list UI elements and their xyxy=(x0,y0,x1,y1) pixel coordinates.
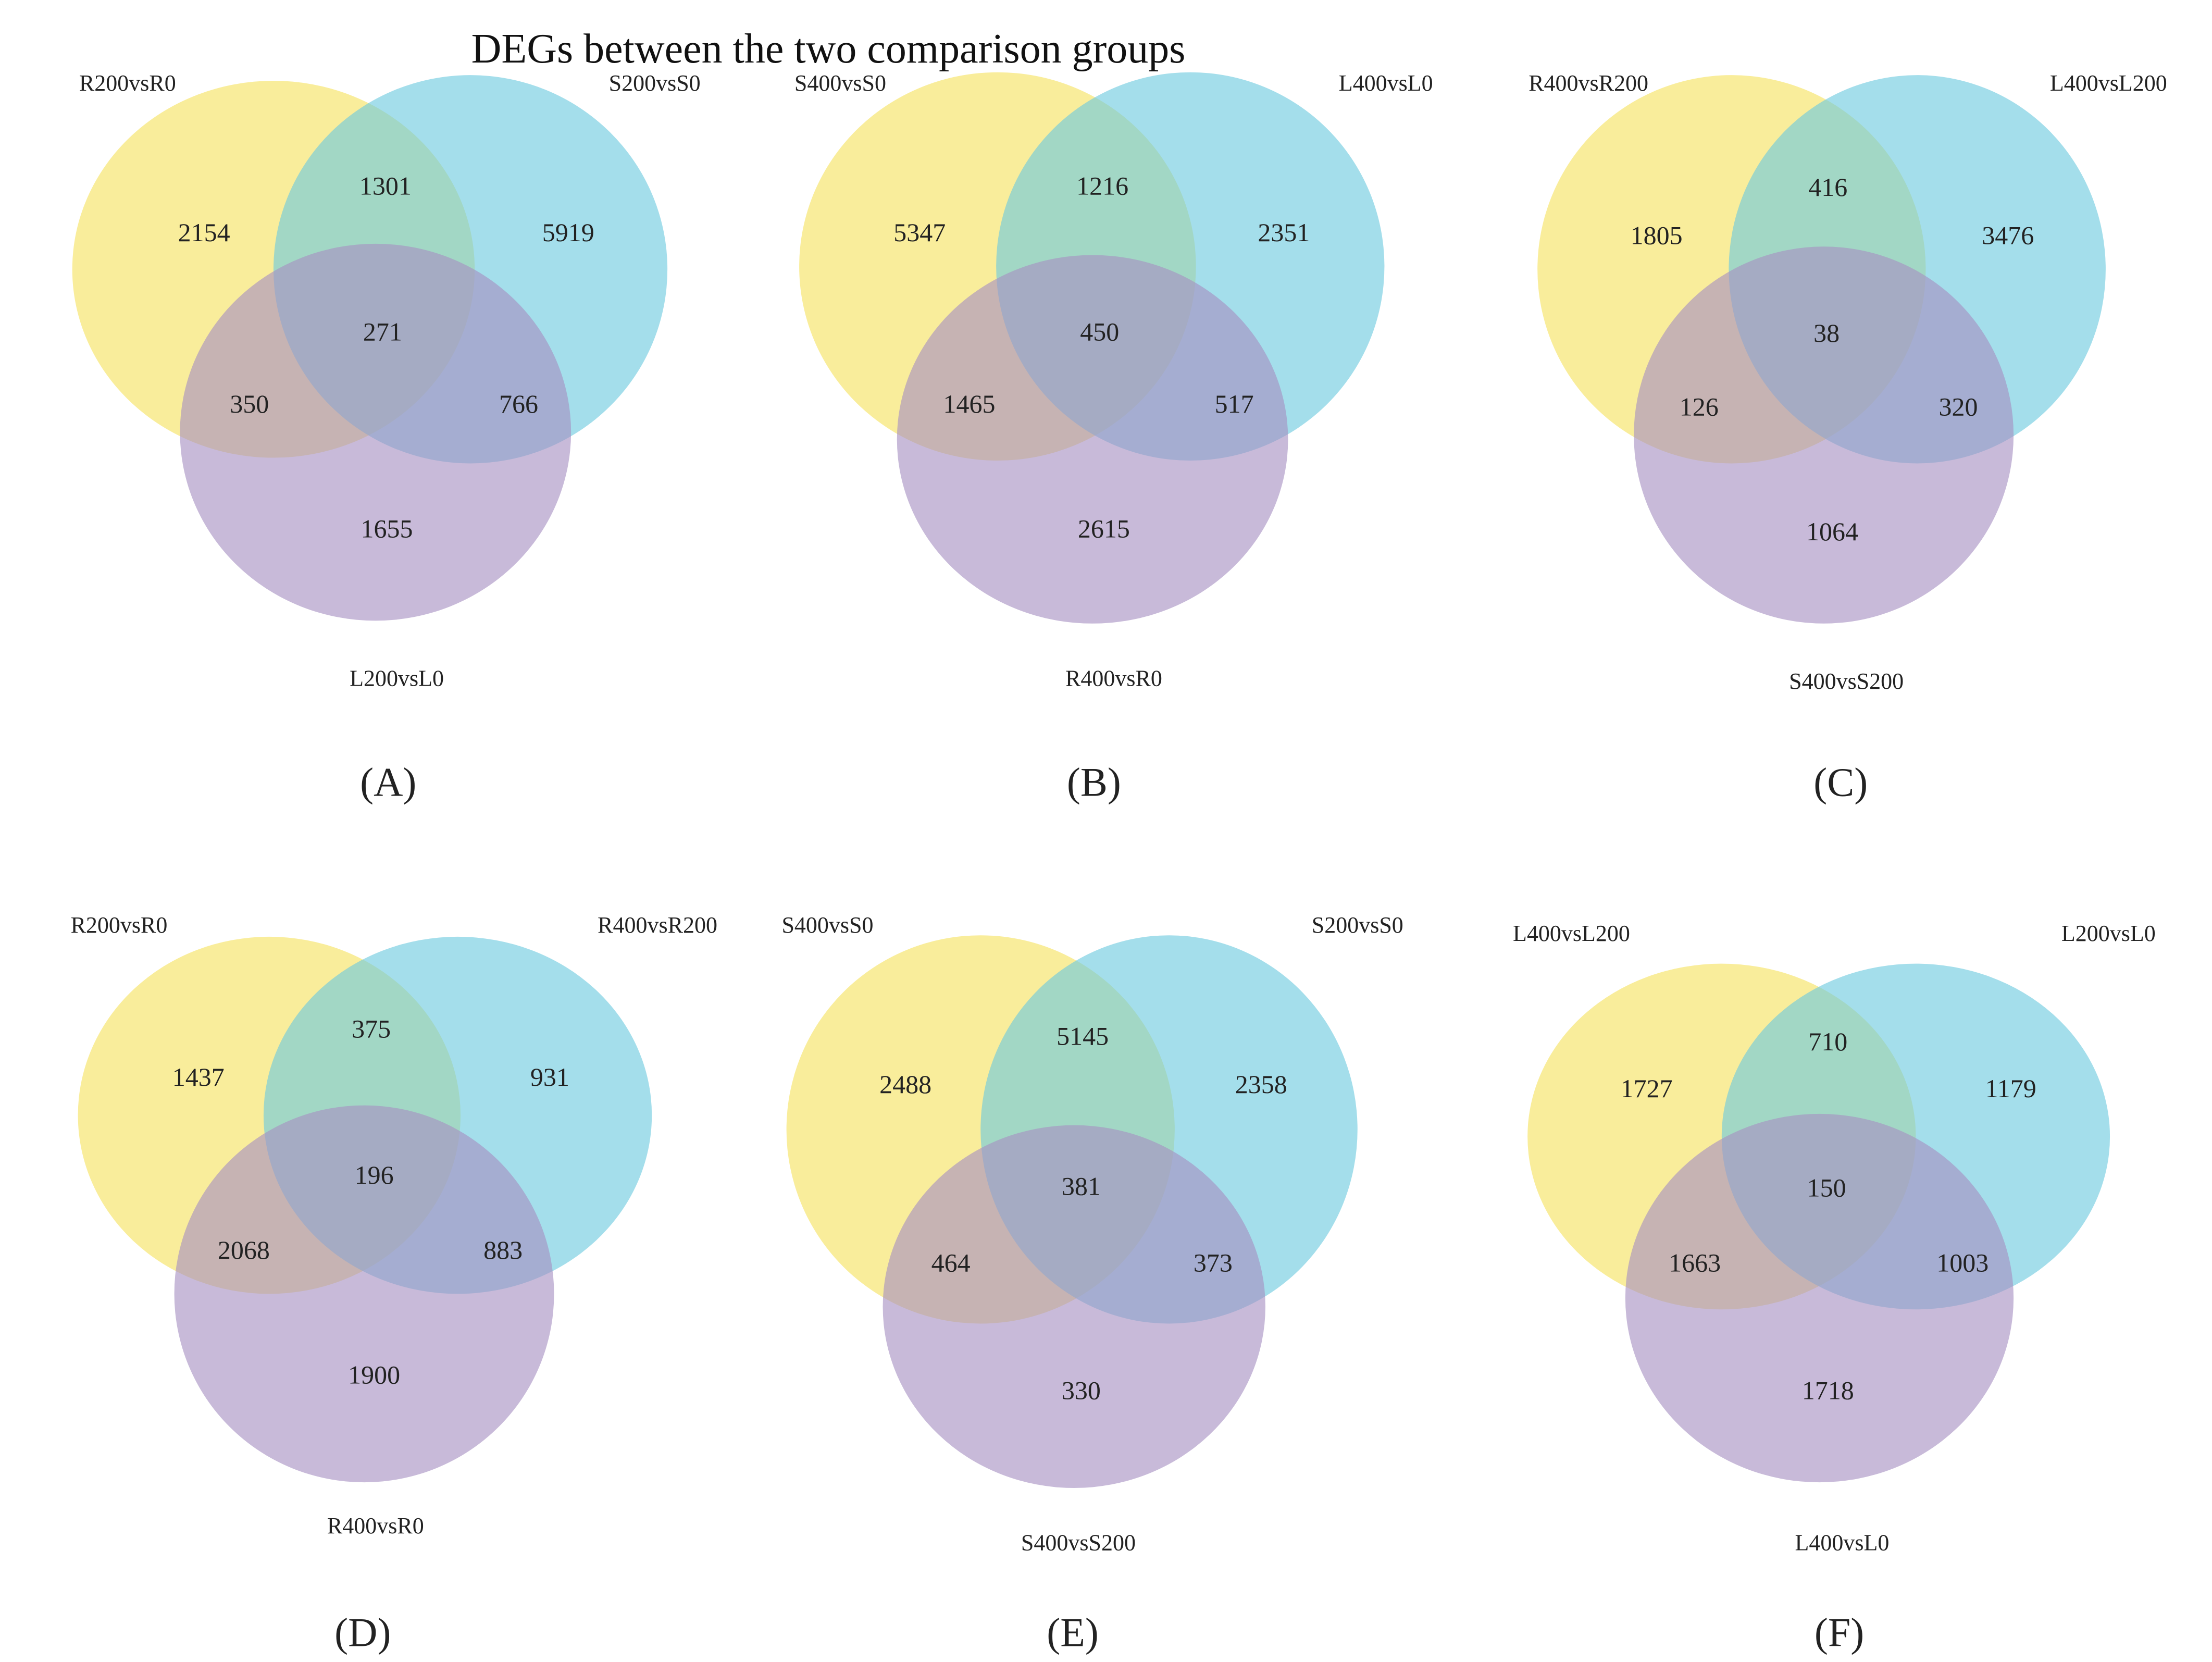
venn-count-s23: 766 xyxy=(499,389,538,418)
venn-set-1-label: R400vsR200 xyxy=(1528,70,1648,96)
venn-count-s123: 150 xyxy=(1807,1173,1846,1202)
venn-set-3-label: S400vsS200 xyxy=(1789,668,1904,694)
venn-count-s13: 464 xyxy=(931,1248,971,1277)
venn-count-s23: 883 xyxy=(483,1235,523,1264)
panel-label: (E) xyxy=(1047,1609,1099,1655)
venn-count-s13: 1663 xyxy=(1669,1248,1721,1277)
venn-count-s123: 38 xyxy=(1813,318,1840,348)
venn-set-1-label: R200vsR0 xyxy=(71,912,168,938)
venn-set-2-label: L200vsL0 xyxy=(2061,921,2156,946)
venn-panel-f: L400vsL200 L200vsL0 L400vsL0 1727 710 1179 150… xyxy=(1513,921,2156,1655)
venn-set-1-label: R200vsR0 xyxy=(79,70,176,96)
venn-count-only1: 5347 xyxy=(893,218,946,247)
venn-set-1-label: L400vsL200 xyxy=(1513,921,1630,946)
venn-count-s13: 1465 xyxy=(943,389,995,418)
venn-count-s12: 1216 xyxy=(1076,171,1128,200)
venn-count-only2: 2358 xyxy=(1235,1070,1287,1099)
venn-set-3-circle xyxy=(174,1105,554,1483)
venn-panel-e: S400vsS0 S200vsS0 S400vsS200 2488 5145 2358 38… xyxy=(781,912,1403,1655)
panel-label: (A) xyxy=(360,759,416,804)
venn-count-only2: 931 xyxy=(530,1062,569,1092)
venn-count-s23: 373 xyxy=(1194,1248,1233,1277)
venn-count-s23: 320 xyxy=(1939,392,1978,421)
venn-panel-a: R200vsR0 S200vsS0 L200vsL0 2154 1301 5919 271 3… xyxy=(72,70,701,804)
venn-count-only3: 330 xyxy=(1062,1375,1101,1405)
venn-count-only1: 1805 xyxy=(1631,221,1683,250)
venn-count-only1: 1727 xyxy=(1621,1074,1673,1103)
venn-count-s12: 710 xyxy=(1808,1027,1847,1056)
venn-set-3-circle xyxy=(897,255,1288,624)
venn-set-2-label: S200vsS0 xyxy=(609,70,701,96)
venn-set-2-label: L400vsL200 xyxy=(2050,70,2167,96)
venn-set-3-circle xyxy=(883,1125,1265,1489)
venn-count-s12: 1301 xyxy=(359,171,412,200)
venn-count-only1: 1437 xyxy=(172,1062,225,1092)
venn-set-3-circle xyxy=(1625,1113,2014,1483)
venn-count-s12: 375 xyxy=(352,1014,391,1044)
venn-count-only1: 2154 xyxy=(178,218,230,247)
figure-title: DEGs between the two comparison groups xyxy=(471,26,1186,72)
venn-set-3-label: L400vsL0 xyxy=(1795,1530,1890,1556)
venn-set-3-label: S400vsS200 xyxy=(1021,1530,1136,1556)
venn-panel-c: R400vsR200 L400vsL200 S400vsS200 1805 416 347… xyxy=(1528,70,2167,804)
venn-count-only2: 3476 xyxy=(1982,221,2034,250)
venn-set-2-label: S200vsS0 xyxy=(1312,912,1403,938)
panel-label: (D) xyxy=(334,1609,391,1655)
venn-set-1-label: S400vsS0 xyxy=(794,70,886,96)
venn-count-only2: 2351 xyxy=(1258,218,1310,247)
venn-set-2-label: R400vsR200 xyxy=(598,912,717,938)
venn-count-s13: 2068 xyxy=(218,1235,270,1264)
venn-count-s123: 381 xyxy=(1062,1172,1101,1201)
panel-label: (B) xyxy=(1067,759,1121,804)
venn-count-only3: 2615 xyxy=(1078,514,1130,543)
venn-set-3-label: R400vsR0 xyxy=(327,1513,424,1539)
panel-label: (C) xyxy=(1813,759,1868,804)
venn-count-s23: 1003 xyxy=(1936,1248,1989,1277)
venn-count-only1: 2488 xyxy=(879,1070,931,1099)
venn-count-s13: 126 xyxy=(1680,392,1719,421)
venn-count-s12: 416 xyxy=(1808,172,1847,202)
venn-count-s13: 350 xyxy=(230,389,269,418)
venn-count-s123: 450 xyxy=(1080,317,1119,346)
venn-count-only2: 1179 xyxy=(1985,1074,2036,1103)
venn-set-2-label: L400vsL0 xyxy=(1339,70,1433,96)
venn-count-s23: 517 xyxy=(1215,389,1254,418)
venn-set-3-label: L200vsL0 xyxy=(350,665,444,691)
venn-set-3-circle xyxy=(180,243,571,621)
venn-count-only3: 1064 xyxy=(1806,517,1858,546)
panel-label: (F) xyxy=(1815,1609,1864,1655)
venn-count-only3: 1900 xyxy=(348,1360,400,1389)
venn-count-s123: 196 xyxy=(355,1160,394,1189)
venn-count-s12: 5145 xyxy=(1057,1021,1109,1050)
venn-count-only2: 5919 xyxy=(542,218,594,247)
venn-count-s123: 271 xyxy=(363,317,402,346)
venn-set-3-label: R400vsR0 xyxy=(1065,665,1162,691)
venn-set-1-label: S400vsS0 xyxy=(781,912,873,938)
venn-panel-b: S400vsS0 L400vsL0 R400vsR0 5347 1216 2351 450 1… xyxy=(794,70,1433,804)
venn-count-only3: 1655 xyxy=(361,514,413,543)
venn-set-3-circle xyxy=(1634,246,2014,624)
venn-panel-d: R200vsR0 R400vsR200 R400vsR0 1437 375 931 196 2… xyxy=(71,912,717,1655)
venn-count-only3: 1718 xyxy=(1802,1375,1854,1405)
